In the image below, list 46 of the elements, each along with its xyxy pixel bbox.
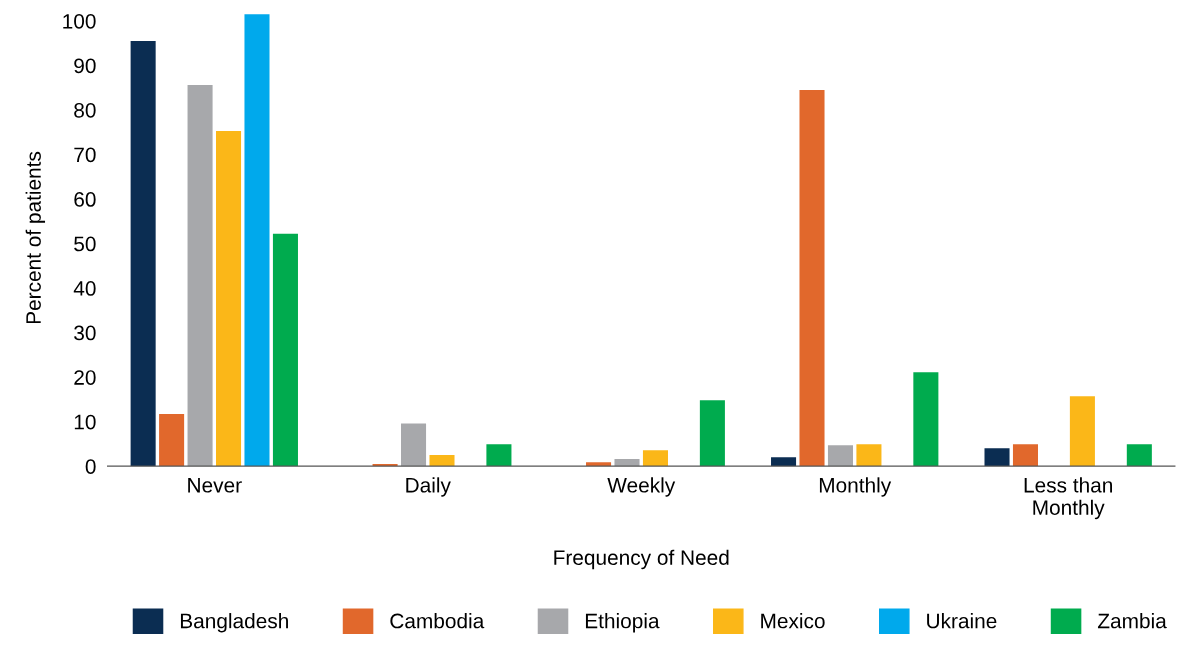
bar [614,459,640,467]
bar [1126,444,1152,467]
legend-label: Cambodia [390,613,485,629]
bar [244,14,270,467]
y-tick-label: 90 [74,58,96,74]
bar [586,462,612,467]
y-tick-label: 20 [74,370,96,385]
bar [272,233,298,467]
x-tick-label: Weekly [607,477,676,497]
legend-label: Zambia [1097,613,1167,629]
bar [486,444,512,467]
x-tick-label: Never [188,478,242,493]
y-tick-label: 0 [85,459,96,474]
x-axis-title: Frequency of Need [554,549,729,570]
y-axis-title: Percent of patients [25,151,46,324]
legend-label: Bangladesh [180,613,288,633]
bar [216,130,242,467]
y-tick-label: 10 [74,414,96,430]
y-tick-label: 60 [74,192,96,207]
bar [856,444,882,467]
x-tick-label: Monthly [819,477,892,497]
x-tick-label: Daily [406,477,451,497]
y-tick-label: 30 [74,325,96,341]
x-tick-label: Less than Monthly [1024,477,1112,520]
bar [1012,444,1038,467]
bar [1069,396,1095,467]
bar [827,445,853,467]
bar [699,400,725,467]
bar [159,414,185,467]
legend-label: Ukraine [927,613,997,629]
bar [771,457,797,467]
bar [642,450,668,467]
bar [429,455,455,467]
y-tick-label: 70 [74,147,96,163]
bar [130,40,156,467]
bar [799,89,825,467]
bar [187,85,213,467]
y-tick-label: 100 [63,13,96,29]
legend-label: Ethiopia [585,613,660,633]
bar [401,423,427,467]
bar [984,448,1010,467]
y-tick-label: 80 [74,102,96,118]
bar [913,372,939,467]
y-tick-label: 40 [73,281,96,296]
legend-label: Mexico [761,613,825,629]
y-tick-label: 50 [74,236,96,252]
